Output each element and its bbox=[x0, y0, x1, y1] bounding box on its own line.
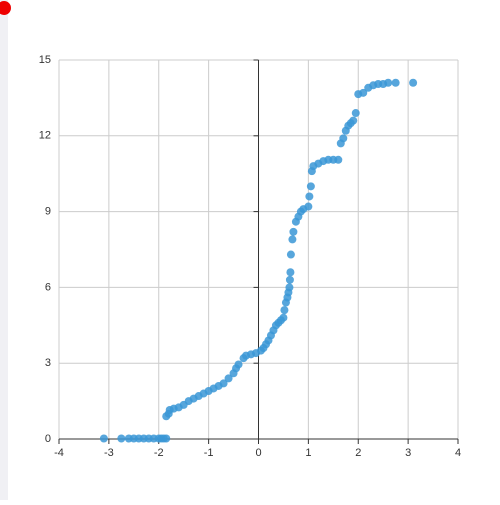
point bbox=[285, 275, 294, 284]
side-strip bbox=[0, 0, 8, 500]
y-tick-label: 3 bbox=[45, 357, 51, 369]
point bbox=[359, 88, 368, 97]
x-tick-label: 0 bbox=[255, 447, 261, 459]
point bbox=[288, 235, 297, 244]
x-tick-label: 1 bbox=[305, 447, 311, 459]
point bbox=[384, 78, 393, 87]
y-tick-label: 12 bbox=[39, 130, 51, 142]
point bbox=[286, 250, 295, 259]
point bbox=[224, 374, 233, 383]
point bbox=[349, 116, 358, 125]
point bbox=[304, 202, 313, 211]
point bbox=[117, 434, 126, 443]
x-tick-label: -1 bbox=[204, 447, 214, 459]
point bbox=[99, 434, 108, 443]
x-tick-label: -2 bbox=[154, 447, 164, 459]
y-tick-label: 0 bbox=[45, 433, 51, 445]
point bbox=[334, 155, 343, 164]
point bbox=[339, 134, 348, 143]
y-tick-label: 15 bbox=[39, 54, 51, 66]
point bbox=[409, 78, 418, 87]
badge bbox=[0, 1, 11, 15]
point bbox=[305, 192, 314, 201]
y-tick-label: 9 bbox=[45, 206, 51, 218]
x-tick-label: 3 bbox=[405, 447, 411, 459]
x-tick-label: 4 bbox=[455, 447, 461, 459]
point bbox=[280, 306, 289, 315]
point bbox=[306, 182, 315, 191]
point bbox=[391, 78, 400, 87]
point bbox=[279, 313, 288, 322]
point bbox=[234, 360, 243, 369]
point bbox=[286, 268, 295, 277]
x-tick-label: -4 bbox=[54, 447, 64, 459]
y-tick-label: 6 bbox=[45, 281, 51, 293]
point bbox=[285, 283, 294, 292]
point bbox=[162, 434, 171, 443]
point bbox=[351, 109, 360, 118]
x-tick-label: 2 bbox=[355, 447, 361, 459]
point bbox=[289, 227, 298, 236]
point bbox=[219, 379, 228, 388]
x-tick-label: -3 bbox=[104, 447, 114, 459]
